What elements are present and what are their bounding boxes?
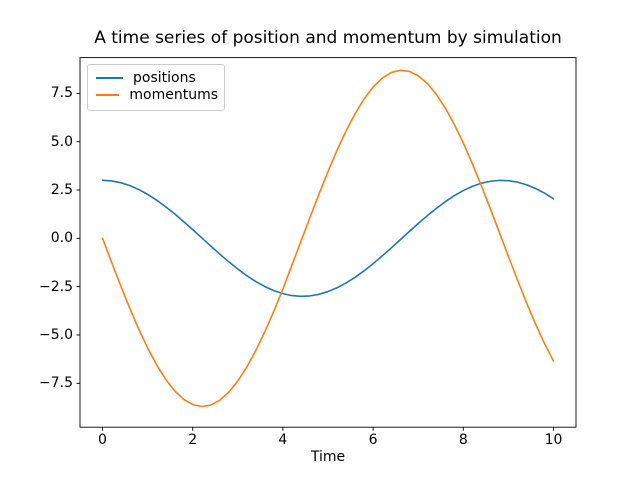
y-tick-label: 7.5 bbox=[50, 85, 73, 102]
legend-line-swatch-momentums bbox=[96, 94, 120, 96]
x-tick-label: 10 bbox=[544, 432, 563, 448]
legend-label-momentums: momentums bbox=[129, 87, 218, 103]
y-tick-label: −2.5 bbox=[39, 278, 73, 295]
legend: positions momentums bbox=[87, 64, 225, 111]
y-tick-label: −5.0 bbox=[39, 327, 73, 343]
x-tick-label: 8 bbox=[458, 432, 468, 448]
y-tick-label: 5.0 bbox=[50, 133, 73, 150]
y-tick-label: 0.0 bbox=[50, 230, 73, 247]
legend-item-positions: positions bbox=[96, 71, 218, 85]
legend-label-positions: positions bbox=[133, 70, 196, 86]
axis-tick-marks bbox=[76, 92, 554, 431]
x-tick-label: 2 bbox=[188, 432, 198, 448]
y-tick-label: −7.5 bbox=[39, 375, 73, 392]
chart-title: A time series of position and momentum b… bbox=[94, 28, 562, 48]
x-tick-label: 0 bbox=[98, 432, 107, 448]
y-tick-label: 2.5 bbox=[50, 182, 73, 198]
line-positions bbox=[101, 179, 555, 298]
x-axis-label: Time bbox=[310, 449, 346, 465]
line-momentums bbox=[101, 69, 555, 408]
x-tick-label: 6 bbox=[368, 432, 378, 448]
curves bbox=[101, 69, 555, 408]
legend-item-momentums: momentums bbox=[96, 88, 218, 102]
legend-line-swatch-positions bbox=[96, 77, 123, 79]
x-tick-label: 4 bbox=[278, 432, 288, 448]
axes-box bbox=[79, 57, 577, 428]
